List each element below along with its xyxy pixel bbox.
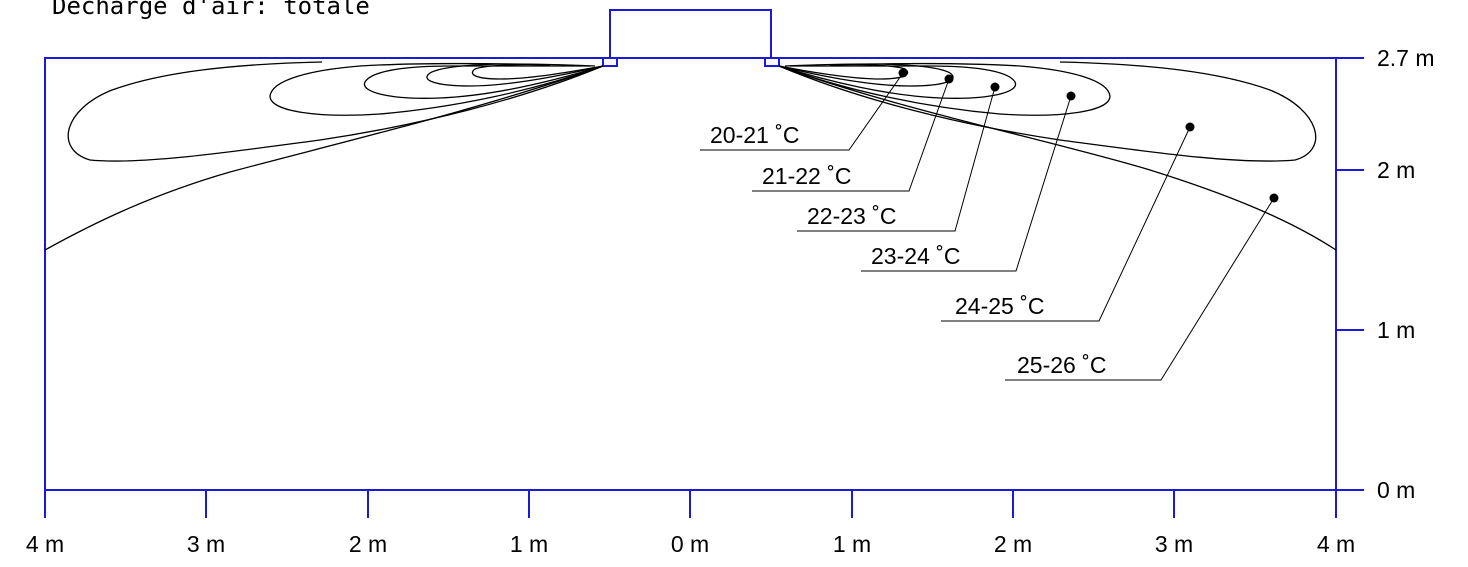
label-25-26: 25-26 ˚C: [1017, 352, 1106, 378]
leader-24-25: [941, 126, 1191, 322]
figure-title: Décharge d'air: totale: [52, 0, 370, 20]
x-tick-label-3: 1 m: [510, 531, 548, 557]
contour-lines: [44, 61, 1337, 251]
leader-dot-25-26: [1269, 193, 1279, 203]
diffuser-outlet-left: [602, 57, 618, 67]
y-tick-label-0: 0 m: [1377, 477, 1415, 503]
leader-dot-23-24: [1066, 91, 1076, 101]
y-tick-label-2: 2 m: [1377, 157, 1415, 183]
contour-25-26-left: [44, 65, 604, 251]
label-20-21: 20-21 ˚C: [710, 122, 799, 148]
contour-25-26-right: [778, 65, 1337, 251]
x-tick-label-6: 2 m: [994, 531, 1032, 557]
leader-22-23: [797, 86, 996, 232]
plot-frame: [44, 57, 1337, 491]
x-tick-label-5: 1 m: [833, 531, 871, 557]
leader-25-26: [1005, 197, 1275, 381]
x-axis-ticks: [44, 490, 1337, 518]
contour-23-24-left: [269, 62, 604, 116]
leader-dot-21-22: [944, 74, 954, 84]
leader-dot-24-25: [1185, 122, 1195, 132]
label-22-23: 22-23 ˚C: [807, 203, 896, 229]
diffuser-outlet-right: [764, 57, 780, 67]
diffuser-box: [609, 9, 772, 59]
contour-22-23-right: [778, 65, 1017, 99]
label-23-24: 23-24 ˚C: [871, 243, 960, 269]
contour-20-21-left: [471, 63, 604, 80]
x-tick-label-8: 4 m: [1317, 531, 1355, 557]
x-tick-label-7: 3 m: [1155, 531, 1193, 557]
leader-dot-22-23: [990, 82, 1000, 92]
x-tick-label-4: 0 m: [671, 531, 709, 557]
leader-20-21: [700, 72, 904, 151]
contour-24-25-left: [67, 61, 604, 162]
contour-labels: 20-21 ˚C 21-22 ˚C 22-23 ˚C 23-24 ˚C 24-2…: [710, 122, 1106, 378]
leader-23-24: [861, 95, 1072, 272]
y-axis-ticks: [1336, 57, 1364, 491]
contour-23-24-right: [778, 62, 1111, 116]
x-tick-label-2: 2 m: [349, 531, 387, 557]
leader-21-22: [752, 78, 950, 192]
contour-20-21-right: [778, 63, 909, 80]
x-tick-label-0: 4 m: [26, 531, 64, 557]
contour-24-25-right: [778, 61, 1317, 162]
y-tick-label-3: 2.7 m: [1377, 45, 1435, 71]
x-axis-labels: 4 m 3 m 2 m 1 m 0 m 1 m 2 m 3 m 4 m: [26, 531, 1355, 557]
contour-22-23-left: [363, 65, 604, 99]
label-21-22: 21-22 ˚C: [762, 163, 851, 189]
leader-dots: [898, 68, 1279, 203]
leader-dot-20-21: [898, 68, 908, 78]
y-tick-label-1: 1 m: [1377, 317, 1415, 343]
x-tick-label-1: 3 m: [187, 531, 225, 557]
y-axis-labels: 0 m 1 m 2 m 2.7 m: [1377, 45, 1435, 503]
leader-lines: [700, 72, 1275, 381]
label-24-25: 24-25 ˚C: [955, 293, 1044, 319]
